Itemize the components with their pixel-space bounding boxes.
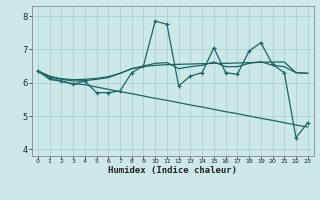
X-axis label: Humidex (Indice chaleur): Humidex (Indice chaleur) bbox=[108, 166, 237, 175]
